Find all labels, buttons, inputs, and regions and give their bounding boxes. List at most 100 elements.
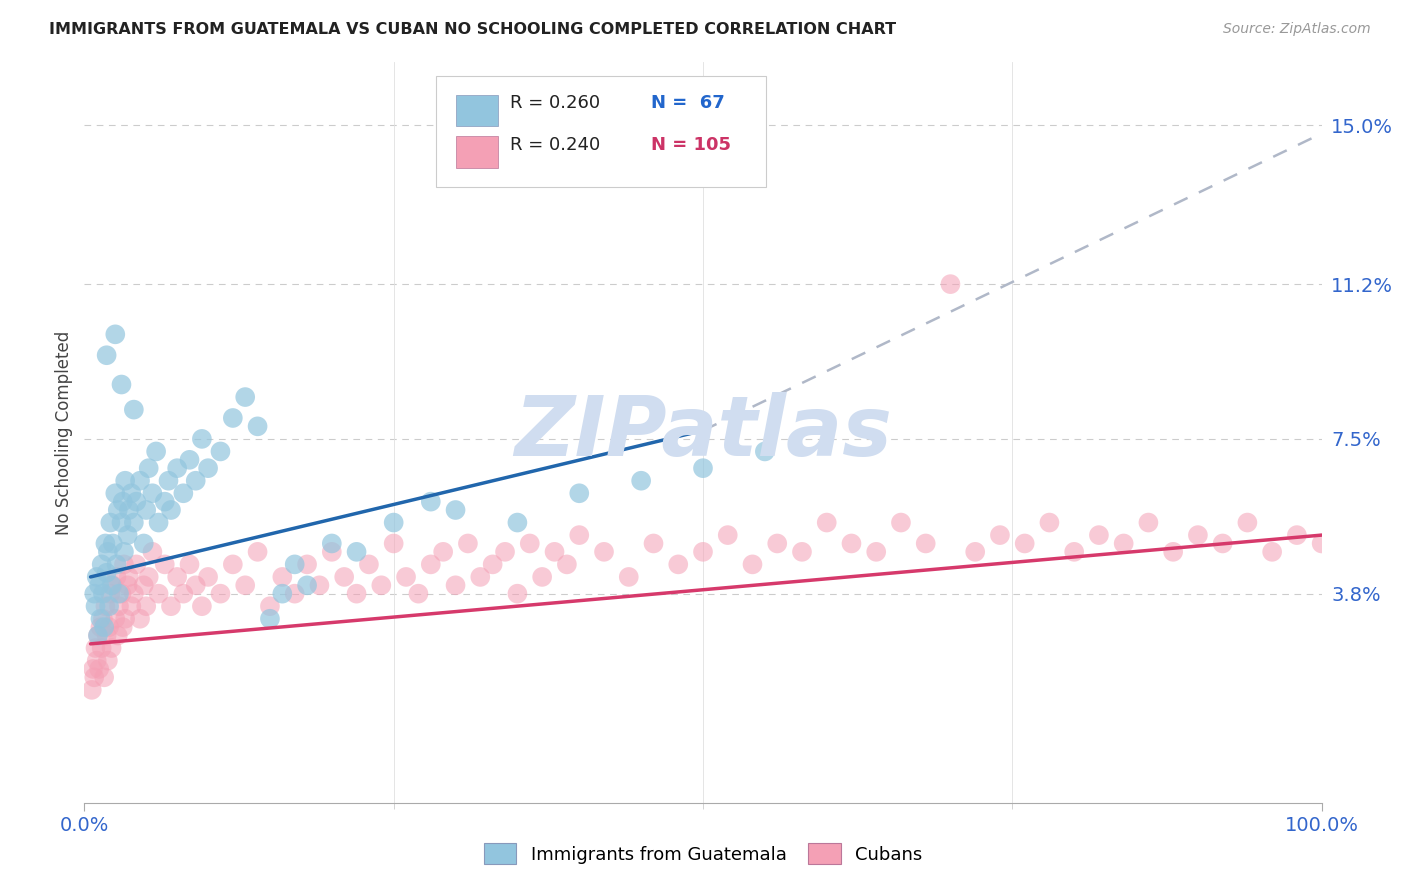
- Point: [117, 528, 139, 542]
- Point: [94, 599, 117, 614]
- Point: [444, 503, 467, 517]
- Point: [90, 640, 112, 655]
- Point: [1285, 528, 1308, 542]
- Point: [1038, 516, 1060, 530]
- Point: [120, 599, 142, 614]
- Point: [184, 578, 207, 592]
- Point: [630, 474, 652, 488]
- Point: [98, 587, 121, 601]
- Point: [94, 536, 117, 550]
- Point: [97, 545, 120, 559]
- Point: [1236, 516, 1258, 530]
- Point: [988, 528, 1011, 542]
- Point: [506, 587, 529, 601]
- Point: [93, 670, 115, 684]
- Point: [531, 570, 554, 584]
- Point: [543, 545, 565, 559]
- Point: [101, 536, 124, 550]
- Point: [86, 570, 108, 584]
- Point: [122, 587, 145, 601]
- Point: [568, 486, 591, 500]
- Point: [101, 578, 124, 592]
- Point: [246, 545, 269, 559]
- Point: [104, 327, 127, 342]
- Point: [107, 503, 129, 517]
- Point: [160, 599, 183, 614]
- Point: [141, 486, 163, 500]
- Point: [209, 444, 232, 458]
- Point: [408, 587, 430, 601]
- Point: [117, 578, 139, 592]
- Point: [122, 402, 145, 417]
- Point: [96, 348, 118, 362]
- Text: R = 0.260: R = 0.260: [510, 94, 600, 112]
- Point: [295, 578, 318, 592]
- Point: [84, 599, 107, 614]
- Point: [191, 599, 214, 614]
- Point: [259, 599, 281, 614]
- Point: [148, 516, 170, 530]
- Point: [555, 558, 578, 572]
- Point: [1261, 545, 1284, 559]
- Point: [153, 558, 176, 572]
- Point: [135, 503, 157, 517]
- Point: [132, 536, 155, 550]
- Text: N = 105: N = 105: [651, 136, 731, 153]
- Point: [118, 503, 141, 517]
- Point: [965, 545, 987, 559]
- Point: [120, 486, 142, 500]
- Point: [135, 599, 157, 614]
- Point: [790, 545, 813, 559]
- Point: [87, 628, 110, 642]
- Point: [717, 528, 740, 542]
- Point: [87, 628, 110, 642]
- Point: [382, 536, 405, 550]
- Point: [83, 587, 105, 601]
- Point: [82, 662, 104, 676]
- Point: [129, 612, 152, 626]
- Point: [96, 566, 118, 580]
- Point: [160, 503, 183, 517]
- Text: R = 0.240: R = 0.240: [510, 136, 600, 153]
- Point: [321, 536, 343, 550]
- Point: [1088, 528, 1111, 542]
- Point: [166, 461, 188, 475]
- Y-axis label: No Schooling Completed: No Schooling Completed: [55, 331, 73, 534]
- Point: [89, 620, 111, 634]
- Point: [481, 558, 503, 572]
- Point: [357, 558, 380, 572]
- Point: [457, 536, 479, 550]
- Point: [111, 494, 134, 508]
- Point: [1014, 536, 1036, 550]
- Point: [84, 640, 107, 655]
- Point: [114, 474, 136, 488]
- Point: [259, 612, 281, 626]
- Point: [118, 570, 141, 584]
- Point: [865, 545, 887, 559]
- Point: [89, 578, 111, 592]
- Text: Source: ZipAtlas.com: Source: ZipAtlas.com: [1223, 22, 1371, 37]
- Point: [209, 587, 232, 601]
- Point: [110, 516, 132, 530]
- Point: [617, 570, 640, 584]
- Point: [284, 558, 307, 572]
- Point: [1161, 545, 1184, 559]
- Point: [246, 419, 269, 434]
- Point: [419, 558, 441, 572]
- Point: [568, 528, 591, 542]
- Point: [519, 536, 541, 550]
- Point: [841, 536, 863, 550]
- Point: [145, 444, 167, 458]
- Point: [382, 516, 405, 530]
- Point: [692, 545, 714, 559]
- Point: [432, 545, 454, 559]
- Point: [110, 587, 132, 601]
- Point: [104, 612, 127, 626]
- Point: [271, 587, 294, 601]
- Point: [666, 558, 689, 572]
- Point: [93, 620, 115, 634]
- Point: [97, 654, 120, 668]
- Point: [122, 516, 145, 530]
- Point: [233, 390, 256, 404]
- Text: N =  67: N = 67: [651, 94, 724, 112]
